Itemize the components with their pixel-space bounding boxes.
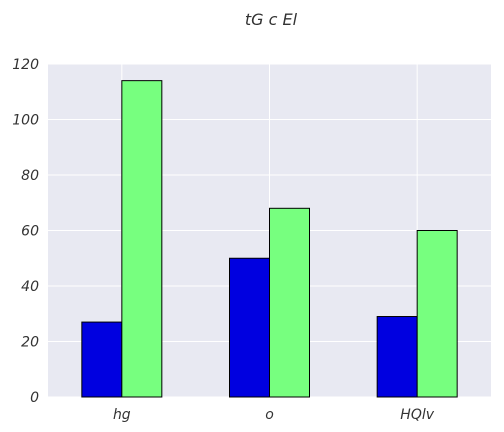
bar-o-series-1	[229, 257, 270, 398]
bar-HQlv-series-2	[416, 230, 458, 398]
x-tick-label: hg	[113, 407, 131, 423]
bar-hg-series-2	[121, 80, 163, 398]
y-tick-label: 0	[30, 390, 39, 406]
y-tick-label: 20	[21, 335, 39, 351]
y-tick-label: 60	[21, 224, 39, 240]
bar-hg-series-1	[81, 321, 123, 398]
bars	[81, 80, 458, 398]
bar-HQlv-series-1	[376, 316, 418, 398]
y-tick-label: 40	[21, 279, 39, 295]
y-tick-label: 120	[12, 57, 39, 73]
y-axis: 0 20 40 60 80 100 120	[12, 57, 39, 406]
bar-o-series-2	[269, 207, 310, 398]
x-tick-label: HQlv	[400, 407, 434, 423]
y-tick-label: 80	[21, 168, 39, 184]
x-axis: hg o HQlv	[113, 407, 435, 423]
x-tick-label: o	[265, 407, 274, 423]
y-tick-label: 100	[12, 113, 39, 129]
chart-title: tG c El	[245, 10, 298, 29]
